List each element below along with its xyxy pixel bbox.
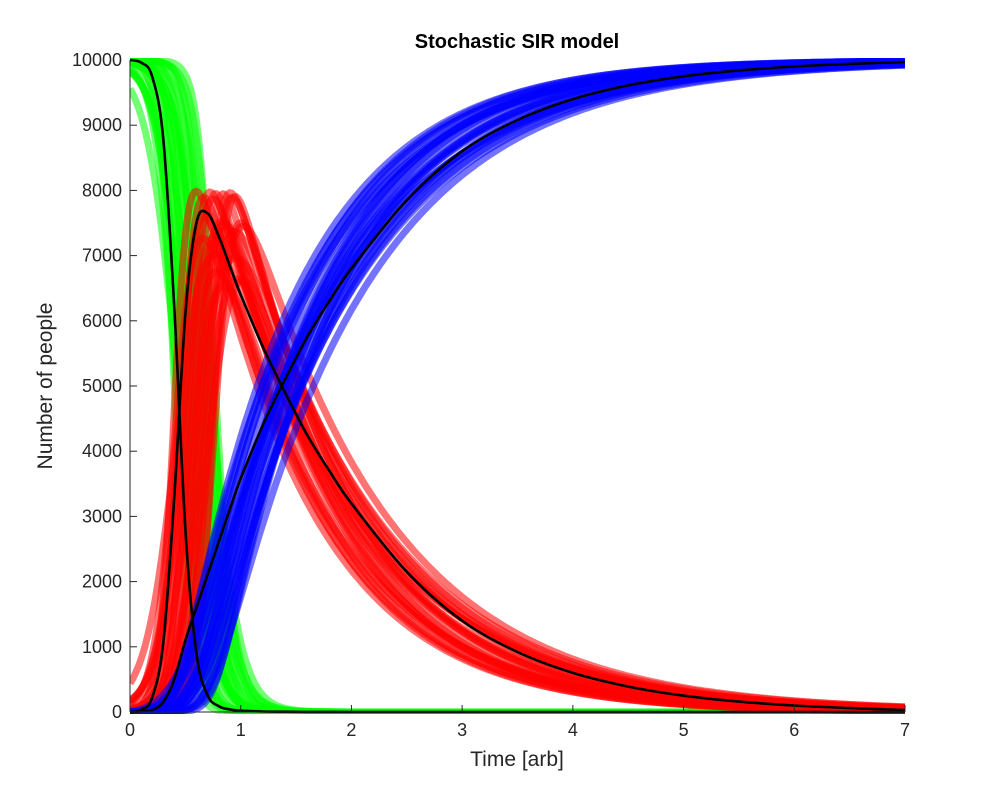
- infected-run: [130, 219, 905, 714]
- recovered-run: [130, 60, 905, 714]
- recovered-run: [130, 58, 905, 714]
- x-tick-label: 7: [900, 720, 910, 740]
- stochastic-runs: [130, 58, 905, 714]
- recovered-run: [130, 59, 905, 714]
- susceptible-run: [130, 59, 905, 714]
- y-tick-label: 9000: [82, 115, 122, 135]
- susceptible-run: [130, 67, 905, 714]
- recovered-run: [130, 58, 905, 714]
- y-tick-label: 3000: [82, 506, 122, 526]
- susceptible-run: [130, 59, 905, 714]
- susceptible-run: [130, 58, 905, 714]
- recovered-run: [130, 58, 905, 714]
- axes: 0 1 2 3 4 5 6 7 0 1000 2000 3000 4000 5000 6000 7000 800…: [72, 50, 910, 740]
- y-tick-label: 8000: [82, 180, 122, 200]
- susceptible-run: [130, 65, 905, 714]
- recovered-run: [130, 60, 905, 714]
- y-axis-label: Number of people: [34, 303, 57, 470]
- recovered-run: [130, 59, 905, 714]
- recovered-run: [130, 58, 905, 714]
- susceptible-run: [130, 58, 905, 714]
- susceptible-run: [130, 58, 905, 714]
- x-tick-label: 5: [679, 720, 689, 740]
- mean-susceptible-curve: [130, 58, 905, 714]
- susceptible-run: [130, 86, 905, 714]
- recovered-run: [130, 61, 905, 714]
- susceptible-run: [130, 58, 905, 714]
- susceptible-run: [130, 60, 905, 714]
- recovered-run: [130, 60, 905, 714]
- x-tick-label: 1: [236, 720, 246, 740]
- chart-title: Stochastic SIR model: [415, 31, 620, 53]
- susceptible-run: [130, 58, 905, 714]
- y-tick-label: 2000: [82, 572, 122, 592]
- mean-recovered-curve: [130, 60, 905, 714]
- recovered-run: [130, 60, 905, 714]
- mean-infected-curve: [130, 209, 905, 714]
- mean-curves: [130, 58, 905, 714]
- y-tick-label: 10000: [72, 50, 122, 70]
- recovered-run: [130, 58, 905, 714]
- y-tick-label: 6000: [82, 311, 122, 331]
- susceptible-run: [130, 58, 905, 714]
- x-tick-label: 2: [346, 720, 356, 740]
- y-tick-label: 5000: [82, 376, 122, 396]
- susceptible-run: [130, 58, 905, 714]
- recovered-run: [130, 58, 905, 714]
- x-axis-label: Time [arb]: [470, 748, 564, 771]
- susceptible-run: [130, 58, 905, 714]
- y-tick-label: 0: [112, 702, 122, 722]
- recovered-run: [130, 58, 905, 714]
- recovered-run: [130, 58, 905, 714]
- recovered-run: [130, 59, 905, 714]
- recovered-run: [130, 58, 905, 714]
- recovered-run: [130, 61, 905, 714]
- susceptible-run: [130, 65, 905, 714]
- x-tick-label: 0: [125, 720, 135, 740]
- susceptible-run: [130, 58, 905, 714]
- x-tick-label: 3: [457, 720, 467, 740]
- x-tick-label: 4: [568, 720, 578, 740]
- susceptible-run: [130, 58, 905, 714]
- recovered-run: [130, 58, 905, 714]
- recovered-run: [130, 58, 905, 714]
- susceptible-run: [130, 59, 905, 714]
- recovered-run: [130, 58, 905, 714]
- susceptible-run: [130, 58, 905, 714]
- y-tick-label: 1000: [82, 637, 122, 657]
- y-tick-label: 7000: [82, 246, 122, 266]
- susceptible-run: [130, 69, 905, 714]
- susceptible-run: [130, 68, 905, 714]
- susceptible-run: [130, 58, 905, 714]
- infected-run: [130, 222, 905, 714]
- susceptible-run: [130, 58, 905, 714]
- y-tick-label: 4000: [82, 441, 122, 461]
- recovered-run: [130, 58, 905, 714]
- recovered-run: [130, 60, 905, 714]
- susceptible-run: [130, 58, 905, 714]
- x-tick-label: 6: [789, 720, 799, 740]
- recovered-run: [130, 58, 905, 714]
